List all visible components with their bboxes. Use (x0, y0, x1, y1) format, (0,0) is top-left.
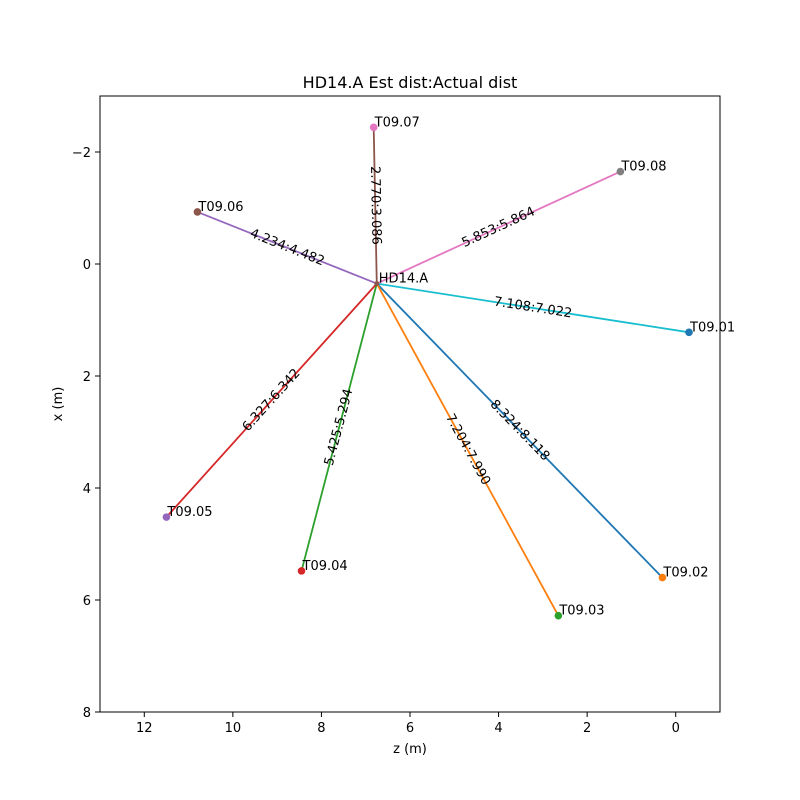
point-label-t09-04: T09.04 (302, 559, 348, 574)
x-tick-label: 12 (136, 721, 153, 736)
x-tick-label: 6 (406, 721, 414, 736)
x-axis: 12 10 8 6 4 2 0 (136, 712, 680, 736)
point-label-t09-02: T09.02 (662, 566, 708, 581)
edge-line-t09-02 (376, 282, 664, 579)
y-tick-label: 4 (83, 482, 91, 497)
y-tick-label: 2 (83, 370, 91, 385)
point-label-t09-05: T09.05 (166, 505, 212, 520)
edge-label-t09-03: 7.204:7.990 (442, 411, 493, 487)
points-layer (162, 123, 693, 620)
point-label-center: HD14.A (379, 272, 428, 287)
point-label-t09-08: T09.08 (620, 160, 666, 175)
x-tick-label: 8 (317, 721, 325, 736)
labels-layer: T09.01 7.108:7.022 T09.02 8.324:8.118 T09.03… (166, 115, 735, 618)
edge-label-t09-05: 6.327:6.342 (240, 366, 304, 435)
edge-line-t09-08 (376, 170, 621, 285)
plot-frame (99, 95, 721, 713)
point-t09-05 (162, 513, 171, 521)
point-t09-02 (658, 573, 667, 582)
edge-label-t09-01: 7.108:7.022 (493, 294, 573, 321)
point-label-t09-03: T09.03 (558, 604, 604, 619)
point-t09-04 (297, 567, 306, 575)
x-tick-label: 10 (225, 721, 242, 736)
point-label-t09-07: T09.07 (374, 115, 420, 130)
y-axis: −2 0 2 4 6 8 (72, 146, 100, 721)
point-t09-06 (193, 208, 202, 216)
edge-label-t09-02: 8.324:8.118 (487, 397, 553, 464)
edge-label-t09-06: 4.234:4.482 (248, 226, 327, 269)
edge-label-t09-08: 5.853:5.864 (460, 204, 538, 251)
y-tick-label: 0 (83, 258, 91, 273)
point-label-t09-01: T09.01 (689, 320, 735, 335)
x-axis-label: z (m) (393, 742, 427, 757)
point-t09-07 (369, 123, 378, 132)
edges-layer (165, 127, 690, 617)
edge-line-t09-06 (197, 211, 378, 285)
x-tick-label: 4 (494, 721, 502, 736)
y-tick-label: 8 (83, 706, 91, 721)
edge-line-t09-04 (300, 283, 378, 572)
x-tick-label: 0 (672, 721, 680, 736)
x-tick-label: 2 (583, 721, 591, 736)
edge-line-t09-01 (376, 282, 690, 334)
point-t09-01 (685, 328, 693, 337)
point-label-t09-06: T09.06 (197, 200, 243, 215)
y-tick-label: −2 (72, 146, 91, 161)
edge-line-t09-07 (372, 127, 378, 284)
point-t09-03 (554, 611, 563, 620)
edge-line-t09-03 (375, 283, 560, 617)
edge-label-t09-07: 2.770:3.086 (367, 166, 384, 245)
edge-line-t09-05 (165, 282, 378, 518)
point-t09-08 (616, 167, 625, 176)
y-tick-label: 6 (83, 594, 91, 609)
point-center (374, 281, 380, 287)
chart-title: HD14.A Est dist:Actual dist (303, 73, 518, 92)
y-axis-label: x (m) (51, 387, 66, 422)
edge-label-t09-04: 5.425:5.294 (322, 387, 356, 467)
